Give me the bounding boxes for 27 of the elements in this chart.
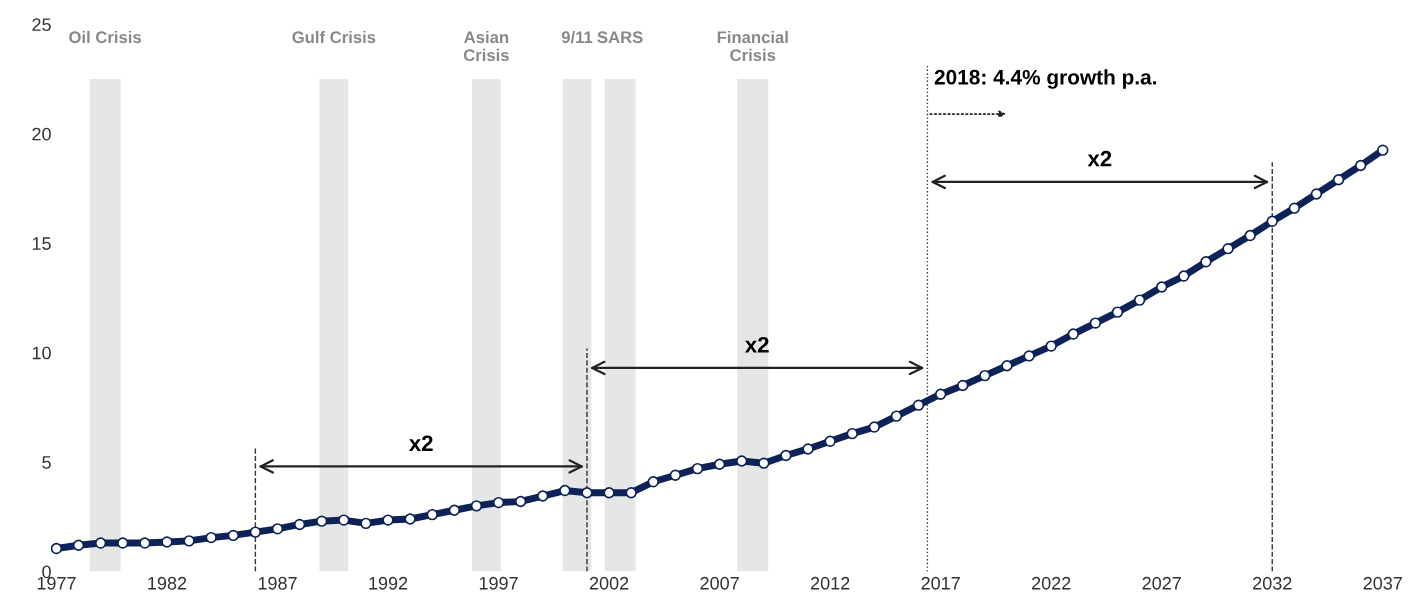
x-tick-label: 1987 (258, 576, 297, 590)
x-tick-label: 1997 (479, 576, 518, 590)
band-label: SARS (597, 31, 643, 44)
y-tick-label: 5 (42, 456, 51, 469)
annotation: 2018: 4.4% growth p.a. (934, 69, 1157, 89)
y-tick-label: 10 (32, 346, 51, 360)
x-tick-label: 2037 (1363, 576, 1402, 590)
annotation: x2 (744, 336, 769, 353)
band-label: 9/11 (561, 30, 593, 44)
y-tick-label: 15 (32, 237, 51, 250)
band-label: Financial Crisis (717, 30, 788, 62)
x-tick-label: 2027 (1142, 576, 1181, 590)
x-tick-label: 2002 (589, 576, 629, 590)
x-tick-label: 1982 (148, 576, 187, 590)
band-label: Oil Crisis (69, 30, 141, 44)
y-tick-label: 25 (32, 18, 51, 32)
band-label: Asian Crisis (463, 30, 509, 62)
y-tick-label: 20 (32, 127, 51, 141)
band-label: Gulf Crisis (292, 30, 376, 44)
x-tick-label: 2012 (810, 576, 850, 590)
annotation: x2 (408, 435, 433, 451)
x-tick-label: 1992 (369, 576, 408, 590)
x-tick-label: 2022 (1032, 576, 1071, 590)
x-tick-label: 2032 (1253, 576, 1292, 590)
x-tick-label: 2007 (700, 576, 739, 590)
x-tick-label: 2017 (921, 576, 960, 590)
annotation: x2 (1087, 150, 1112, 167)
